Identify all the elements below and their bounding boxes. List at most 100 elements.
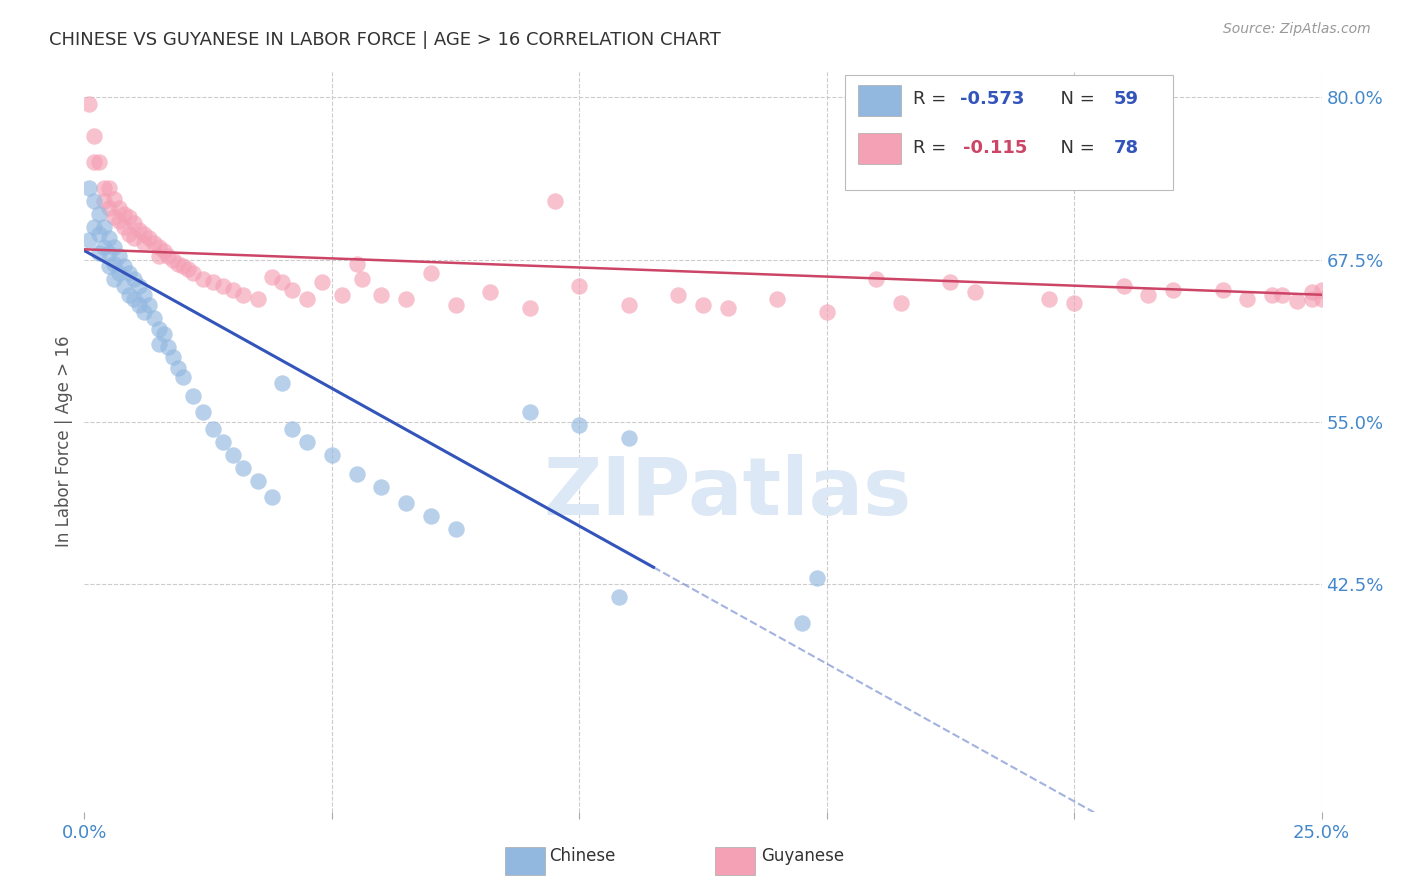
Point	[262, 491, 284, 505]
Point	[232, 460, 254, 475]
Point	[138, 298, 160, 312]
Point	[790, 616, 813, 631]
Point	[865, 272, 887, 286]
Point	[479, 285, 502, 300]
Point	[295, 292, 318, 306]
Point	[1301, 285, 1323, 300]
Text: Source: ZipAtlas.com: Source: ZipAtlas.com	[1223, 22, 1371, 37]
Point	[370, 480, 392, 494]
Point	[519, 301, 541, 315]
Point	[83, 155, 105, 169]
Point	[350, 272, 373, 286]
Point	[157, 340, 180, 354]
Point	[281, 283, 304, 297]
Text: N =: N =	[1049, 138, 1101, 157]
Point	[1112, 278, 1135, 293]
Point	[118, 287, 141, 301]
Point	[112, 207, 135, 221]
Point	[83, 220, 105, 235]
Point	[330, 287, 353, 301]
Point	[89, 155, 111, 169]
Point	[890, 295, 912, 310]
Point	[1310, 292, 1333, 306]
Point	[118, 227, 141, 241]
Point	[346, 257, 368, 271]
Point	[162, 252, 184, 267]
Point	[142, 311, 165, 326]
Point	[717, 301, 740, 315]
Point	[395, 292, 418, 306]
Point	[103, 210, 125, 224]
Point	[108, 201, 131, 215]
Point	[128, 278, 150, 293]
Point	[232, 287, 254, 301]
Point	[128, 298, 150, 312]
Point	[766, 292, 789, 306]
Point	[98, 201, 121, 215]
Point	[162, 350, 184, 364]
Point	[112, 278, 135, 293]
Point	[172, 369, 194, 384]
Text: -0.115: -0.115	[963, 138, 1028, 157]
Text: 59: 59	[1114, 90, 1139, 109]
Point	[152, 244, 174, 258]
Text: 78: 78	[1114, 138, 1139, 157]
Point	[271, 376, 294, 390]
Point	[617, 298, 640, 312]
Point	[98, 259, 121, 273]
Point	[172, 259, 194, 273]
Point	[93, 194, 115, 209]
Point	[222, 283, 245, 297]
Point	[89, 246, 111, 260]
Point	[122, 272, 145, 286]
Point	[191, 272, 214, 286]
Point	[132, 304, 155, 318]
Point	[132, 287, 155, 301]
Point	[1310, 283, 1333, 297]
Point	[444, 298, 467, 312]
FancyBboxPatch shape	[858, 133, 901, 164]
Point	[666, 287, 689, 301]
Point	[83, 194, 105, 209]
Text: -0.573: -0.573	[960, 90, 1025, 109]
Point	[444, 522, 467, 536]
Point	[98, 246, 121, 260]
Point	[89, 227, 111, 241]
Point	[118, 266, 141, 280]
Point	[262, 269, 284, 284]
Point	[108, 249, 131, 263]
Point	[122, 230, 145, 244]
Point	[157, 249, 180, 263]
Point	[181, 266, 204, 280]
Point	[79, 181, 101, 195]
Point	[103, 192, 125, 206]
Point	[212, 278, 235, 293]
Point	[370, 287, 392, 301]
Point	[295, 434, 318, 449]
Text: R =: R =	[914, 90, 952, 109]
Text: Guyanese: Guyanese	[761, 847, 844, 865]
Y-axis label: In Labor Force | Age > 16: In Labor Force | Age > 16	[55, 335, 73, 548]
Point	[419, 266, 441, 280]
Point	[112, 259, 135, 273]
Point	[246, 474, 269, 488]
Point	[122, 292, 145, 306]
Point	[346, 467, 368, 481]
Point	[93, 220, 115, 235]
Point	[1063, 295, 1085, 310]
Point	[98, 181, 121, 195]
Point	[806, 571, 828, 585]
Point	[148, 249, 170, 263]
Point	[148, 321, 170, 335]
Point	[93, 181, 115, 195]
Point	[142, 235, 165, 250]
Point	[103, 257, 125, 271]
Point	[607, 591, 630, 605]
Point	[568, 417, 591, 432]
Point	[1285, 294, 1308, 309]
Point	[103, 240, 125, 254]
Point	[128, 223, 150, 237]
Point	[246, 292, 269, 306]
Point	[1212, 283, 1234, 297]
Point	[1236, 292, 1258, 306]
